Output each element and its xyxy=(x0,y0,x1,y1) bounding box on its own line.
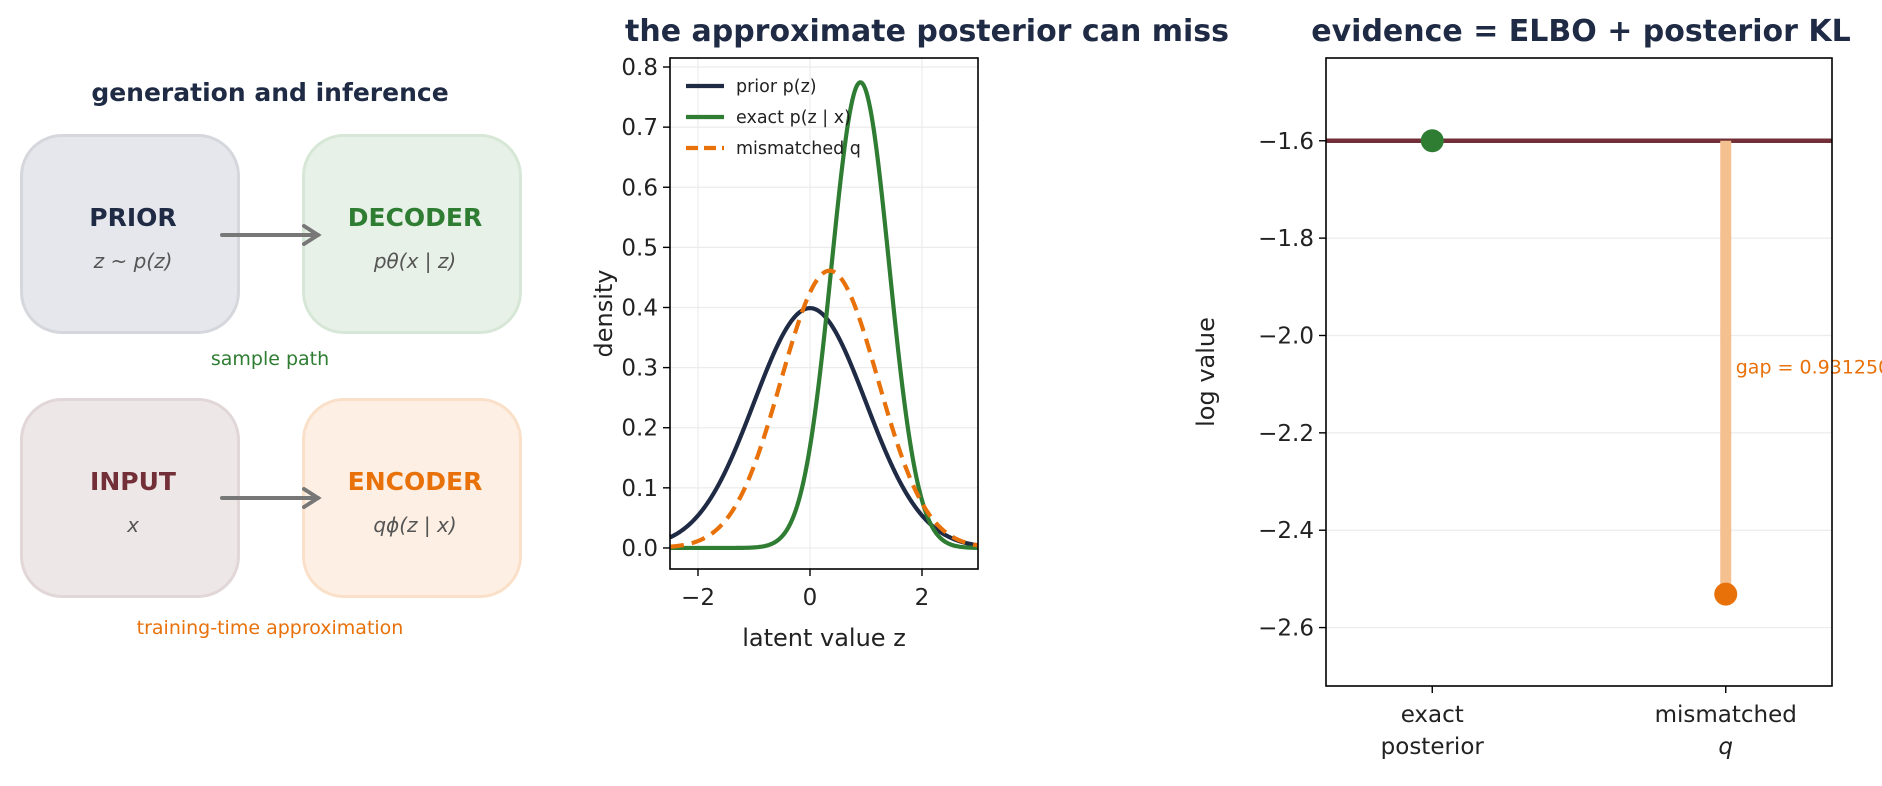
y-tick-label: −1.8 xyxy=(1258,226,1314,252)
y-tick-label: −1.6 xyxy=(1258,129,1314,155)
plot-frame xyxy=(669,57,979,570)
diagram-arrows xyxy=(220,224,322,509)
y-tick-label: 0.7 xyxy=(621,115,658,141)
y-tick-label: 0.3 xyxy=(621,356,658,382)
y-tick-label: 0.1 xyxy=(621,476,658,502)
series-line-0 xyxy=(669,306,979,548)
y-tick-label: 0.8 xyxy=(621,55,658,81)
y-axis-label: log value xyxy=(1192,317,1220,427)
density-chart-title: the approximate posterior can miss xyxy=(625,14,1229,49)
input-label: INPUT xyxy=(90,467,176,496)
x-tick-label: exact xyxy=(1401,702,1464,728)
x-axis-label: latent value z xyxy=(742,624,906,652)
gap-label: gap = 0.931250 xyxy=(1736,356,1882,378)
input-to-encoder-arrow xyxy=(220,487,322,509)
x-tick-label: posterior xyxy=(1381,734,1485,760)
prior-to-decoder-arrow xyxy=(220,224,322,246)
x-tick-label: 2 xyxy=(915,585,930,611)
y-tick-label: −2.6 xyxy=(1258,616,1314,642)
sample-path-caption: sample path xyxy=(210,348,330,370)
diagram-title: generation and inference xyxy=(91,78,449,107)
plot-frame xyxy=(1325,57,1833,687)
y-axis-label: density xyxy=(590,270,618,358)
encoder-label: ENCODER xyxy=(347,467,483,496)
x-tick-label: 0 xyxy=(803,585,818,611)
series-line-2 xyxy=(669,268,979,549)
legend-label-2: mismatched q xyxy=(736,139,861,159)
evidence-chart-title: evidence = ELBO + posterior KL xyxy=(1311,14,1851,49)
density-chart: −2 0 2 0.0 0.1 0.2 0.3 0.4 0.5 0.6 0.7 0.8 latent va… xyxy=(590,55,979,652)
y-tick-label: 0.0 xyxy=(621,536,658,562)
evidence-chart: gap = 0.931250 −2.6 −2.4 −2.2 −2.0 −1.8 −1.6 e… xyxy=(1192,57,1882,760)
legend-label-1: exact p(z | x) xyxy=(736,108,851,128)
prior-label: PRIOR xyxy=(89,203,177,232)
y-tick-label: −2.0 xyxy=(1258,323,1314,349)
series-line-1 xyxy=(669,80,979,551)
legend-label-0: prior p(z) xyxy=(736,77,817,97)
y-tick-label: −2.4 xyxy=(1258,518,1314,544)
encoder-box: ENCODER qϕ(z | x) xyxy=(302,398,522,598)
y-tick-label: −2.2 xyxy=(1258,421,1314,447)
x-tick-label: −2 xyxy=(681,585,715,611)
decoder-formula: pθ(x | z) xyxy=(373,249,457,273)
y-tick-label: 0.2 xyxy=(621,416,658,442)
prior-formula: z ~ p(z) xyxy=(93,249,173,273)
x-tick-label: q xyxy=(1718,734,1733,760)
x-tick-label: mismatched xyxy=(1655,702,1797,728)
encoder-formula: qϕ(z | x) xyxy=(373,513,457,537)
point-1 xyxy=(1714,582,1738,606)
y-tick-label: 0.6 xyxy=(621,175,658,201)
y-tick-label: 0.4 xyxy=(621,295,658,321)
decoder-label: DECODER xyxy=(347,203,483,232)
y-tick-label: 0.5 xyxy=(621,235,658,261)
input-formula: x xyxy=(127,513,139,537)
training-caption: training-time approximation xyxy=(136,617,404,639)
point-0 xyxy=(1420,129,1444,153)
prior-box: PRIOR z ~ p(z) xyxy=(20,134,240,334)
input-box: INPUT x xyxy=(20,398,240,598)
